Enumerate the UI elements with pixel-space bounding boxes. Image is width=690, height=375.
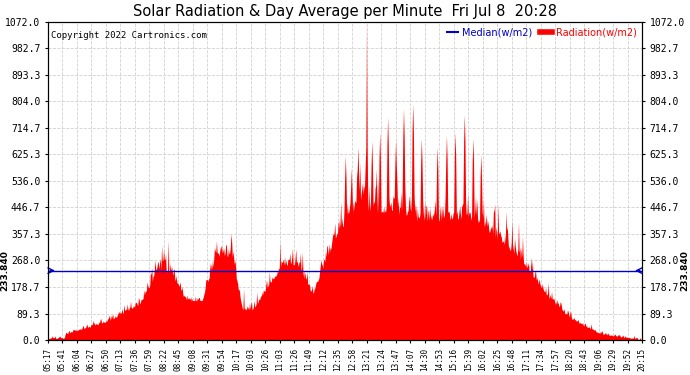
Text: 233.840: 233.840 [681, 250, 690, 291]
Text: 233.840: 233.840 [0, 250, 9, 291]
Text: Copyright 2022 Cartronics.com: Copyright 2022 Cartronics.com [51, 31, 207, 40]
Title: Solar Radiation & Day Average per Minute  Fri Jul 8  20:28: Solar Radiation & Day Average per Minute… [133, 4, 557, 19]
Legend: Median(w/m2), Radiation(w/m2): Median(w/m2), Radiation(w/m2) [443, 23, 640, 41]
